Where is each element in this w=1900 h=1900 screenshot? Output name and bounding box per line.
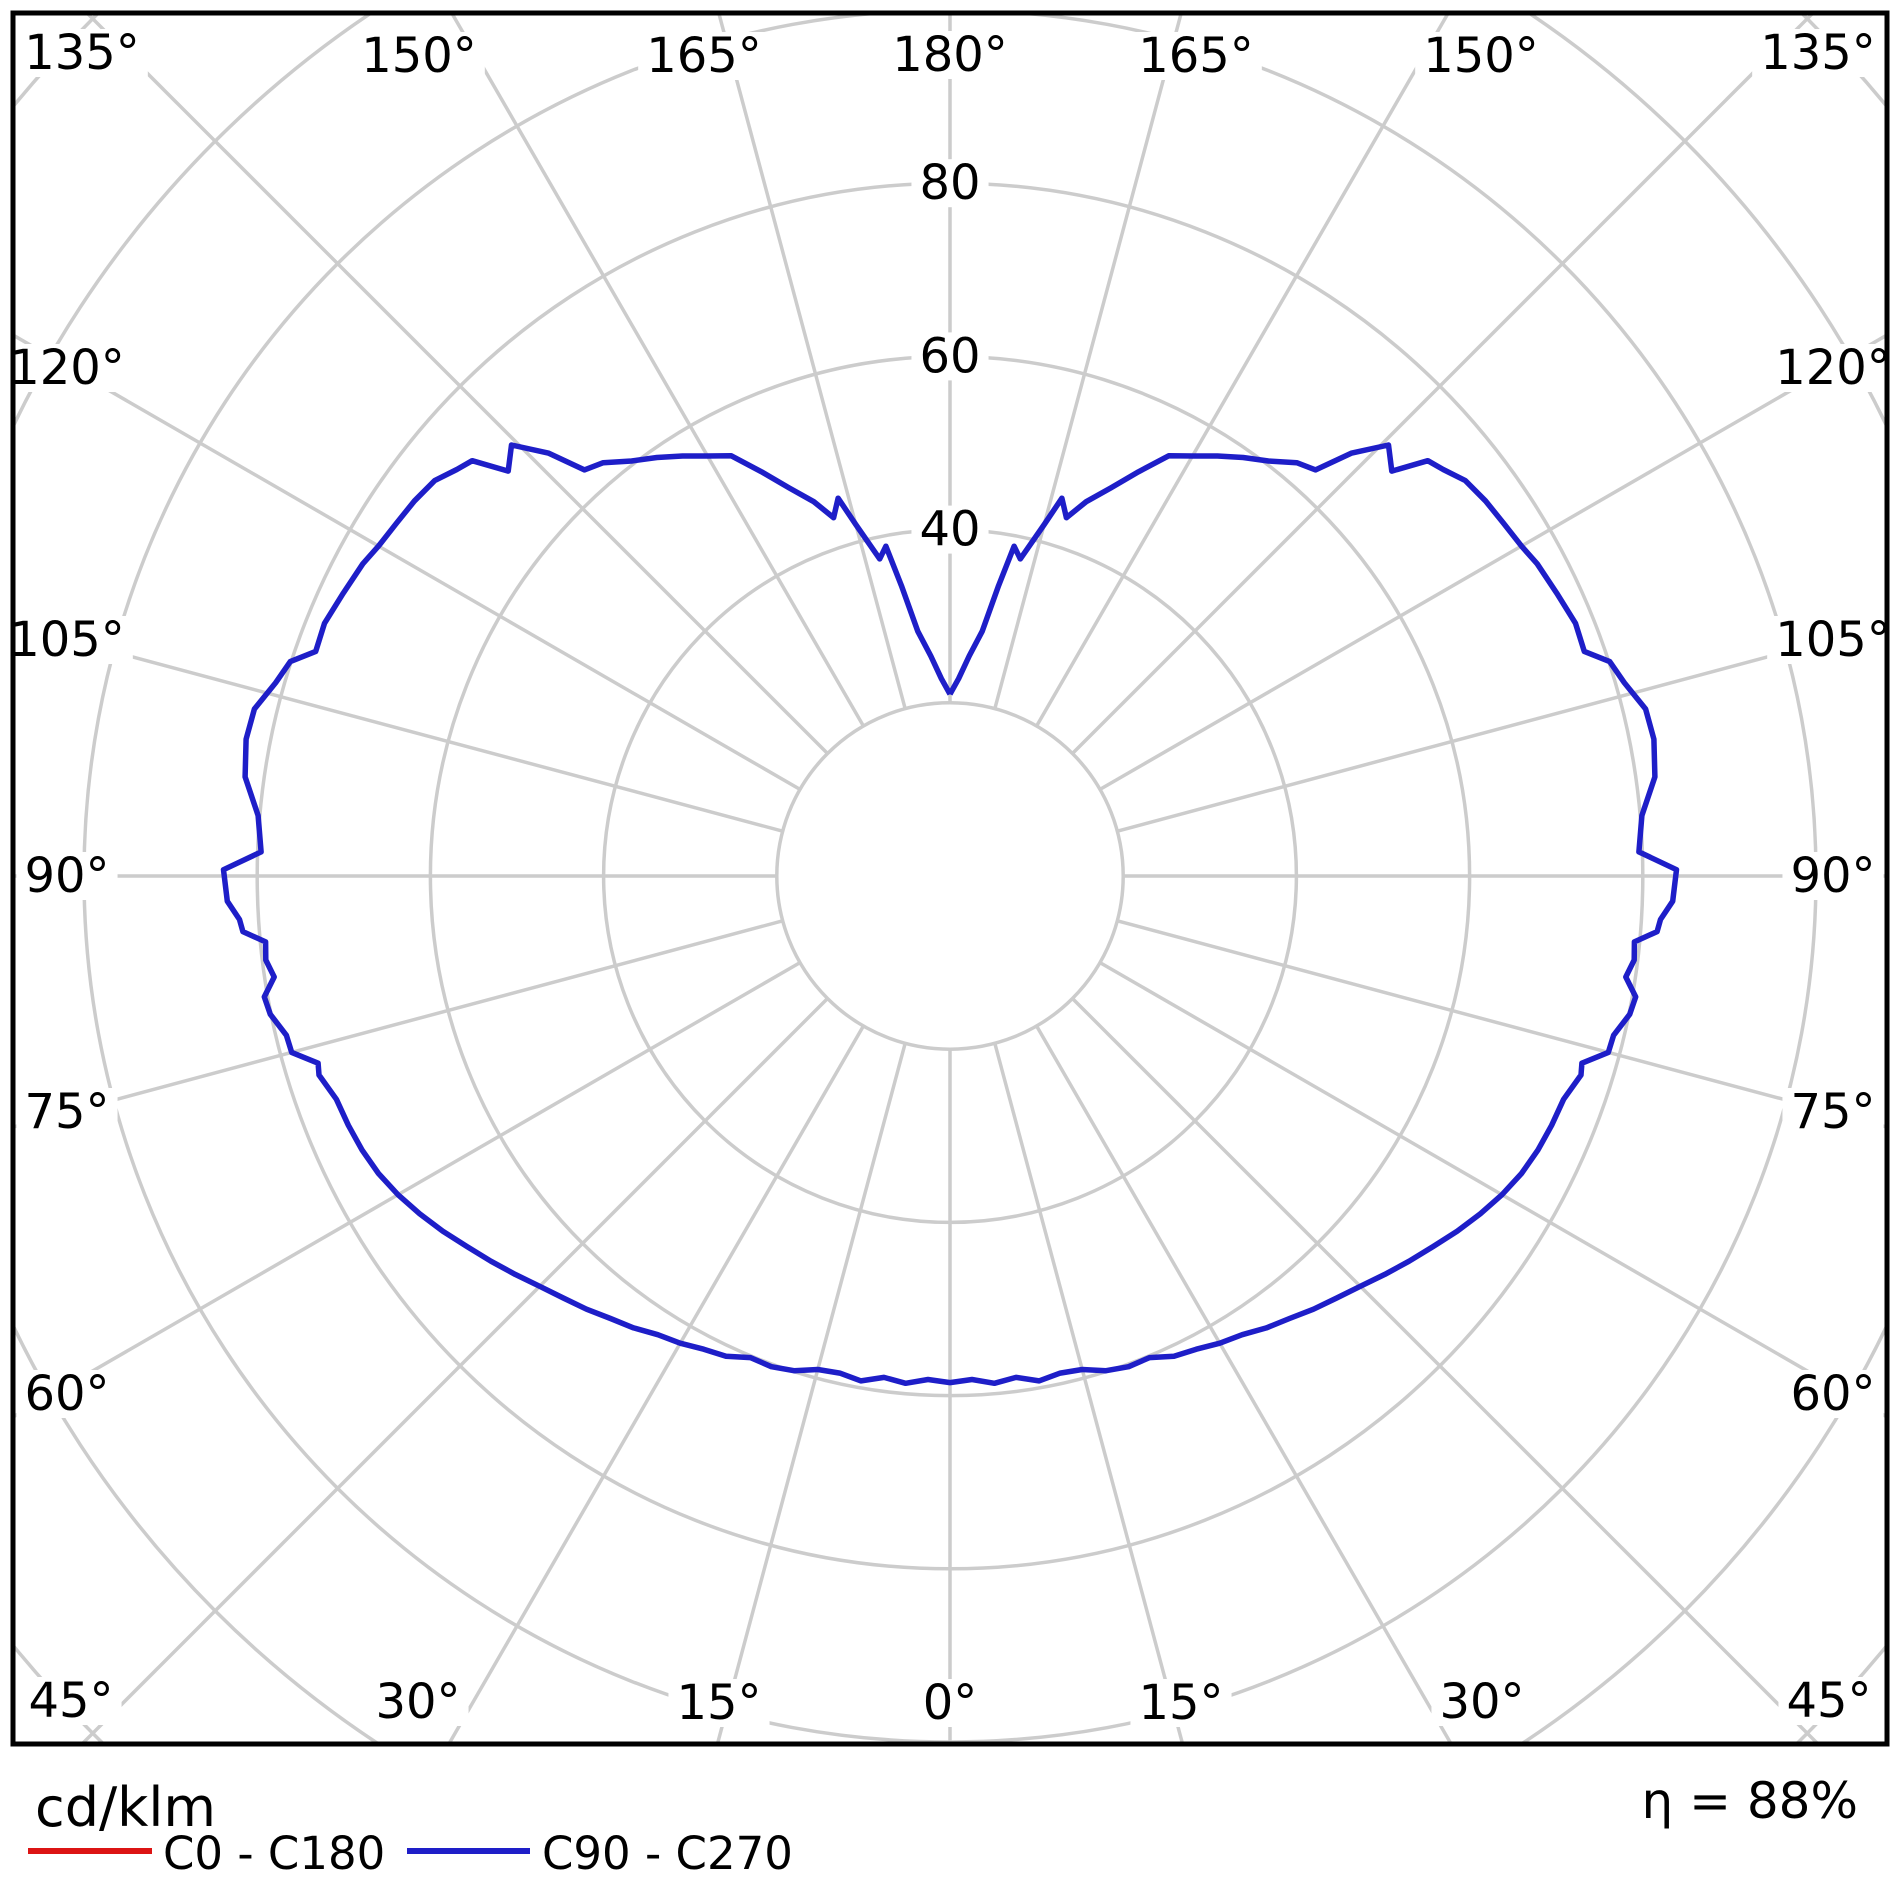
angle-label-150-right: 150° [1423, 28, 1539, 84]
grid-spoke-30 [1035, 1025, 1453, 1742]
grid-spoke-135 [1071, 15, 1814, 755]
angle-label-0-mask [914, 1679, 986, 1727]
angle-label-60-left-mask [16, 1370, 118, 1418]
angle-label-15-left: 15° [676, 1675, 761, 1731]
grid-spoke-120 [1099, 334, 1885, 791]
radial-label-80: 80 [919, 155, 980, 211]
grid-spoke-315 [81, 997, 829, 1742]
unit-label: cd/klm [35, 1776, 216, 1839]
angle-label-150-left: 150° [361, 28, 477, 84]
angle-label-165-right-mask [1130, 32, 1262, 80]
angle-label-180: 180° [892, 27, 1008, 83]
angle-label-30-right: 30° [1439, 1674, 1524, 1730]
angle-label-30-left-mask [367, 1678, 469, 1726]
angle-label-105-right: 105° [1775, 612, 1891, 668]
angle-label-120-left: 120° [9, 340, 125, 396]
angle-label-15-right: 15° [1138, 1675, 1223, 1731]
angle-label-45-left: 45° [28, 1673, 113, 1729]
grid-spoke-255 [15, 623, 784, 833]
angle-label-75-right: 75° [1790, 1084, 1875, 1140]
angle-label-30-left: 30° [375, 1674, 460, 1730]
grid-spoke-300 [15, 961, 801, 1418]
grid-spoke-345 [716, 1042, 907, 1742]
angle-label-15-left-mask [668, 1679, 770, 1727]
angle-label-45-right-mask [1778, 1677, 1880, 1725]
angle-label-45-left-mask [20, 1677, 122, 1725]
grid-spoke-285 [15, 919, 784, 1129]
grid-spoke-210 [450, 15, 865, 727]
angle-label-0: 0° [923, 1675, 978, 1731]
grid-spoke-45 [1071, 997, 1819, 1742]
grid-spoke-75 [1116, 919, 1885, 1129]
legend-label-c0-c180: C0 - C180 [163, 1827, 385, 1880]
angle-label-60-left: 60° [24, 1366, 109, 1422]
angle-label-150-right-mask [1415, 32, 1547, 80]
angle-label-135-left: 135° [24, 25, 140, 81]
grid-circle-20 [775, 701, 1125, 1051]
angle-label-15-right-mask [1130, 1679, 1232, 1727]
angle-label-105-left-mask [1, 616, 133, 664]
angle-label-90-left: 90° [24, 848, 109, 904]
angle-label-90-right-mask [1782, 852, 1884, 900]
angle-label-60-right: 60° [1790, 1366, 1875, 1422]
efficiency-value: η = 88% [1641, 1772, 1858, 1830]
angle-label-180-mask [884, 31, 1016, 79]
radial-label-60: 60 [919, 328, 980, 384]
angle-label-165-right: 165° [1138, 28, 1254, 84]
radial-label-80-mask [911, 159, 989, 208]
angle-label-75-left-mask [16, 1088, 118, 1136]
grid-spoke-60 [1099, 961, 1885, 1418]
angle-label-165-left-mask [638, 32, 770, 80]
angle-label-105-left: 105° [9, 612, 125, 668]
angle-label-60-right-mask [1782, 1370, 1884, 1418]
angle-label-120-right: 120° [1775, 340, 1891, 396]
angle-label-165-left: 165° [646, 28, 762, 84]
curve-c90-c270 [220, 442, 1680, 1387]
chart-frame [10, 10, 1890, 1747]
grid-spoke-225 [86, 15, 829, 755]
angle-label-105-right-mask [1767, 616, 1899, 664]
grid-spoke-330 [447, 1025, 865, 1742]
angle-label-75-right-mask [1782, 1088, 1884, 1136]
grid-spoke-195 [717, 15, 907, 710]
grid-spoke-105 [1116, 623, 1885, 833]
grid-spoke-150 [1035, 15, 1450, 727]
radial-label-40: 40 [919, 502, 980, 558]
angle-label-150-left-mask [353, 32, 485, 80]
angle-label-135-left-mask [16, 29, 148, 77]
grid-spoke-15 [993, 1042, 1184, 1742]
angle-label-30-right-mask [1431, 1678, 1533, 1726]
angle-label-90-right: 90° [1790, 848, 1875, 904]
angle-label-135-right-mask [1752, 29, 1884, 77]
axis-labels: 180° 165° 165° 150° 150° 135° 135° 120° 105° 90° 7… [1, 25, 1899, 1731]
angle-label-120-left-mask [1, 344, 133, 392]
angle-label-90-left-mask [16, 852, 118, 900]
grid-spoke-165 [993, 15, 1183, 710]
angle-label-45-right: 45° [1786, 1673, 1871, 1729]
intensity-curves [220, 442, 1680, 1387]
angle-label-75-left: 75° [24, 1084, 109, 1140]
legend-label-c90-c270: C90 - C270 [542, 1827, 793, 1880]
angle-label-135-right: 135° [1760, 25, 1876, 81]
radial-label-40-mask [911, 505, 989, 554]
grid-spoke-240 [15, 334, 801, 791]
angle-label-120-right-mask [1767, 344, 1899, 392]
radial-label-60-mask [911, 332, 989, 381]
